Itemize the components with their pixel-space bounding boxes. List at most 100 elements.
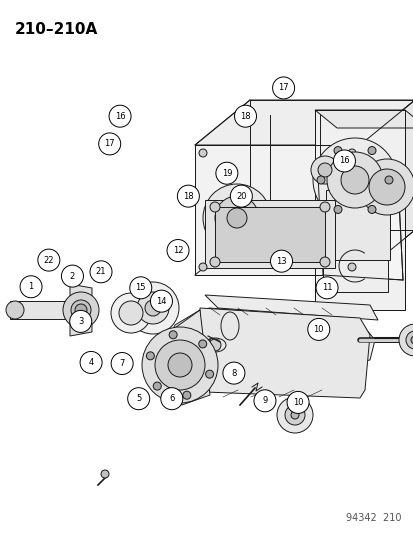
Circle shape	[315, 277, 337, 299]
Ellipse shape	[204, 338, 225, 352]
Circle shape	[168, 353, 192, 377]
Text: 10: 10	[292, 398, 303, 407]
Text: 16: 16	[114, 112, 125, 120]
Circle shape	[272, 77, 294, 99]
Ellipse shape	[221, 312, 238, 340]
Text: 6: 6	[169, 394, 174, 403]
Text: 17: 17	[104, 140, 115, 148]
Circle shape	[358, 159, 413, 215]
Circle shape	[284, 405, 304, 425]
Circle shape	[214, 196, 259, 240]
Circle shape	[90, 261, 112, 283]
Text: 5: 5	[136, 394, 141, 403]
Text: 17: 17	[278, 84, 288, 92]
Circle shape	[333, 147, 341, 155]
Circle shape	[142, 327, 218, 403]
Text: 11: 11	[321, 284, 332, 292]
Circle shape	[347, 149, 355, 157]
Polygon shape	[70, 284, 92, 336]
Circle shape	[347, 263, 355, 271]
Circle shape	[367, 205, 375, 213]
Circle shape	[230, 185, 252, 207]
Text: 20: 20	[235, 192, 246, 200]
Circle shape	[307, 318, 329, 341]
Text: 15: 15	[135, 284, 146, 292]
Circle shape	[75, 304, 87, 316]
Text: 9: 9	[262, 397, 267, 405]
Circle shape	[137, 292, 169, 324]
Circle shape	[119, 301, 142, 325]
Circle shape	[61, 265, 83, 287]
Circle shape	[326, 152, 382, 208]
Text: 8: 8	[231, 369, 236, 377]
Circle shape	[209, 257, 219, 267]
Circle shape	[63, 292, 99, 328]
Circle shape	[333, 205, 341, 213]
Circle shape	[199, 263, 206, 271]
Circle shape	[127, 282, 178, 334]
Text: 1: 1	[28, 282, 33, 291]
Polygon shape	[314, 110, 404, 310]
Circle shape	[111, 293, 151, 333]
Text: 16: 16	[338, 157, 349, 165]
Circle shape	[166, 239, 189, 262]
Circle shape	[226, 208, 247, 228]
Circle shape	[183, 391, 190, 399]
Circle shape	[71, 300, 91, 320]
Circle shape	[317, 163, 331, 177]
Polygon shape	[195, 145, 359, 275]
Text: 2: 2	[70, 272, 75, 280]
Circle shape	[127, 387, 150, 410]
Circle shape	[146, 352, 154, 360]
Circle shape	[286, 391, 309, 414]
Circle shape	[169, 331, 177, 339]
Circle shape	[276, 397, 312, 433]
Circle shape	[199, 149, 206, 157]
Polygon shape	[359, 100, 413, 275]
Circle shape	[153, 382, 161, 390]
Text: 4: 4	[88, 358, 93, 367]
Polygon shape	[314, 110, 413, 128]
Circle shape	[340, 166, 368, 194]
Text: 3: 3	[78, 317, 83, 326]
Circle shape	[209, 202, 219, 212]
Circle shape	[150, 290, 172, 312]
Circle shape	[101, 470, 109, 478]
Circle shape	[69, 310, 92, 333]
Circle shape	[312, 138, 396, 222]
Polygon shape	[158, 310, 209, 405]
Text: 21: 21	[95, 268, 106, 276]
Circle shape	[319, 257, 329, 267]
Circle shape	[290, 411, 298, 419]
Bar	[204, 200, 334, 268]
Polygon shape	[195, 100, 413, 145]
Text: 13: 13	[275, 257, 286, 265]
Text: 22: 22	[43, 256, 54, 264]
Polygon shape	[317, 175, 402, 280]
Circle shape	[270, 250, 292, 272]
Circle shape	[205, 370, 213, 378]
Circle shape	[129, 277, 152, 299]
Circle shape	[98, 133, 121, 155]
Text: 19: 19	[221, 169, 232, 177]
Circle shape	[310, 156, 338, 184]
Circle shape	[160, 387, 183, 410]
Circle shape	[177, 185, 199, 207]
Circle shape	[109, 105, 131, 127]
Text: 18: 18	[183, 192, 193, 200]
Circle shape	[222, 362, 244, 384]
Circle shape	[316, 176, 324, 184]
Circle shape	[198, 340, 206, 348]
Circle shape	[234, 105, 256, 127]
Text: 94342  210: 94342 210	[346, 513, 401, 523]
Text: 14: 14	[156, 297, 166, 305]
Circle shape	[368, 169, 404, 205]
Text: 12: 12	[172, 246, 183, 255]
Text: 7: 7	[119, 359, 124, 368]
Circle shape	[145, 300, 161, 316]
Circle shape	[111, 352, 133, 375]
Bar	[325, 190, 389, 260]
Circle shape	[38, 249, 60, 271]
Text: 10: 10	[313, 325, 323, 334]
Circle shape	[80, 351, 102, 374]
